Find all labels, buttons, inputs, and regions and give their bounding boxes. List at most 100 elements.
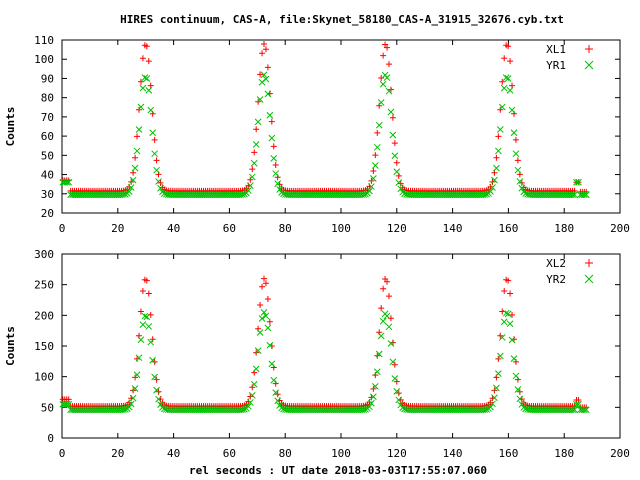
- data-point: [272, 161, 279, 168]
- data-point: [391, 140, 398, 147]
- data-point: [507, 290, 514, 297]
- data-point: [516, 178, 524, 185]
- data-point: [506, 320, 514, 328]
- data-point: [274, 397, 282, 405]
- data-point: [393, 387, 401, 395]
- data-point: [256, 329, 264, 336]
- data-point: [370, 175, 377, 182]
- data-point: [248, 391, 256, 399]
- data-point: [569, 406, 576, 414]
- data-point: [360, 191, 367, 198]
- data-point: [268, 360, 276, 368]
- data-point: [262, 46, 269, 53]
- data-point: [135, 126, 143, 133]
- data-point: [137, 336, 145, 344]
- data-point: [372, 152, 379, 159]
- data-point: [131, 385, 139, 392]
- x-tick-label: 100: [331, 222, 351, 235]
- data-point: [379, 80, 387, 88]
- data-point: [264, 90, 272, 98]
- data-point: [246, 182, 254, 190]
- data-point: [375, 350, 383, 358]
- x-tick-label: 40: [167, 222, 180, 235]
- data-point: [371, 383, 379, 390]
- data-point: [153, 166, 160, 174]
- data-point: [512, 136, 519, 143]
- y-axis-label: Counts: [4, 326, 17, 366]
- x-tick-label: 40: [167, 447, 180, 460]
- series-xl1: [59, 40, 590, 195]
- data-point: [493, 164, 500, 172]
- data-point: [397, 185, 405, 193]
- plot-frame: [61, 39, 621, 214]
- legend-label: YR2: [546, 273, 566, 286]
- data-point: [264, 64, 271, 71]
- x-tick-label: 60: [223, 447, 236, 460]
- series-yr2: [59, 309, 590, 414]
- data-point: [385, 293, 392, 300]
- data-point: [380, 285, 387, 292]
- data-point: [481, 191, 489, 198]
- y-tick-label: 150: [34, 340, 54, 353]
- data-point: [266, 111, 274, 119]
- data-point: [371, 162, 379, 169]
- data-point: [504, 310, 512, 318]
- data-point: [143, 313, 151, 321]
- data-point: [387, 108, 395, 116]
- data-point: [489, 184, 496, 191]
- data-point: [582, 406, 590, 414]
- data-point: [264, 295, 271, 302]
- data-point: [143, 43, 150, 50]
- data-point: [141, 74, 149, 81]
- data-point: [499, 78, 506, 85]
- data-point: [383, 74, 391, 82]
- x-tick-label: 120: [387, 447, 407, 460]
- data-point: [573, 178, 580, 186]
- data-point: [247, 176, 254, 183]
- data-point: [509, 82, 516, 89]
- y-tick-label: 90: [41, 72, 54, 85]
- data-point: [145, 87, 153, 94]
- data-point: [384, 278, 391, 285]
- legend-marker: [584, 274, 594, 284]
- x-tick-label: 80: [279, 447, 292, 460]
- data-point: [274, 180, 282, 187]
- data-point: [147, 338, 155, 346]
- data-point: [256, 96, 264, 103]
- data-point: [495, 133, 502, 140]
- data-point: [377, 99, 385, 106]
- data-point: [580, 406, 588, 414]
- bottom-panel: 0 50 100 150 200 250 300 0 20 40 60 80 100 120 140 160 1…: [4, 248, 630, 460]
- data-point: [391, 361, 398, 368]
- data-point: [569, 191, 576, 199]
- data-point: [259, 50, 266, 57]
- data-point: [147, 82, 154, 89]
- data-point: [133, 147, 141, 155]
- data-point: [260, 40, 267, 47]
- data-point: [483, 406, 490, 413]
- data-point: [136, 106, 143, 113]
- data-point: [573, 400, 580, 408]
- x-tick-label: 20: [111, 447, 124, 460]
- y-tick-label: 250: [34, 279, 54, 292]
- data-point: [373, 143, 381, 151]
- data-point: [270, 154, 278, 162]
- data-point: [245, 403, 252, 410]
- data-point: [501, 55, 508, 62]
- x-tick-label: 120: [387, 222, 407, 235]
- y-tick-label: 20: [41, 207, 54, 220]
- data-point: [272, 389, 280, 396]
- data-point: [239, 406, 246, 413]
- data-point: [65, 400, 73, 408]
- data-point: [382, 41, 389, 48]
- legend-label: XL2: [546, 257, 566, 270]
- data-point: [368, 183, 375, 190]
- data-point: [495, 370, 502, 378]
- data-point: [65, 178, 73, 186]
- x-tick-label: 160: [498, 222, 518, 235]
- data-point: [63, 178, 71, 186]
- y-tick-label: 100: [34, 371, 54, 384]
- legend-marker: [584, 60, 594, 70]
- data-point: [131, 164, 139, 172]
- x-tick-label: 160: [498, 447, 518, 460]
